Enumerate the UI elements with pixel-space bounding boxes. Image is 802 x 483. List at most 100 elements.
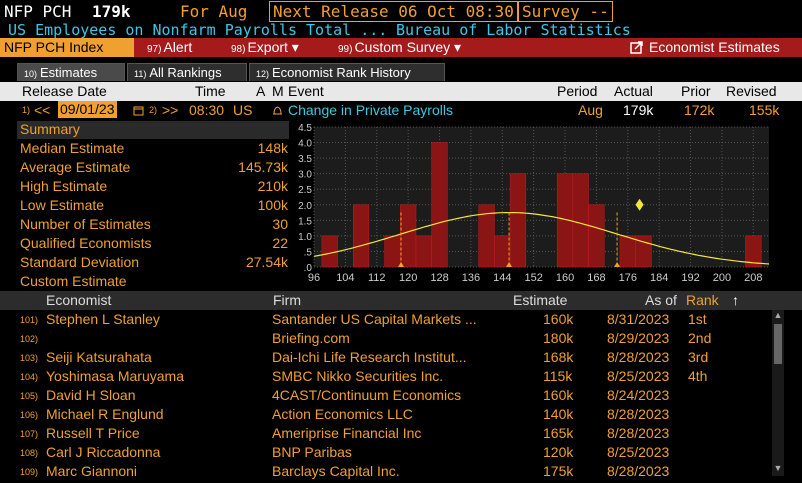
- summary-row: High Estimate 210k: [20, 178, 288, 197]
- sort-up-icon[interactable]: ↑: [732, 292, 739, 308]
- firm-name[interactable]: 4CAST/Continuum Economics: [272, 387, 462, 403]
- index-field[interactable]: NFP PCH Index: [0, 38, 134, 57]
- event-name[interactable]: Change in Private Payrolls: [288, 102, 453, 118]
- stat-marker: [614, 262, 621, 267]
- estimate-distribution-chart: 96 104 112 120 128 136 144 152 160 168 176 184 192 20…: [298, 123, 770, 284]
- histogram-bar: [384, 235, 401, 268]
- economist-name[interactable]: Carl J Riccadonna: [46, 444, 161, 460]
- economist-estimates-button[interactable]: Economist Estimates: [630, 38, 780, 57]
- survey-label: Survey --: [518, 1, 613, 22]
- histogram-bar: [415, 235, 432, 268]
- economist-name[interactable]: Russell T Price: [46, 425, 140, 441]
- summary-value: 148k: [257, 140, 288, 156]
- firm-name[interactable]: BNP Paribas: [272, 444, 352, 460]
- economist-name[interactable]: Seiji Katsurahata: [46, 349, 152, 365]
- table-scrollbar[interactable]: ▲ ▼: [772, 310, 784, 476]
- firm-name[interactable]: Barclays Capital Inc.: [272, 463, 400, 479]
- y-tick-label: .0: [304, 263, 313, 274]
- table-row[interactable]: 105) David H Sloan 4CAST/Continuum Economi…: [0, 386, 772, 405]
- table-row[interactable]: 102) Briefing.com 180k 8/29/2023 2nd: [0, 329, 772, 348]
- summary-title: Summary: [17, 121, 289, 139]
- next-num: 2): [149, 105, 158, 115]
- economist-name[interactable]: Marc Giannoni: [46, 463, 138, 479]
- tab-rank-history-num: 12): [256, 69, 270, 79]
- summary-label: Standard Deviation: [20, 254, 140, 270]
- col-m: M: [272, 83, 284, 99]
- table-row[interactable]: 104) Yoshimasa Maruyama SMBC Nikko Securit…: [0, 367, 772, 386]
- summary-label: Low Estimate: [20, 197, 105, 213]
- economist-name[interactable]: David H Sloan: [46, 387, 136, 403]
- x-tick-label: 184: [650, 272, 668, 284]
- export-label: Export ▾: [247, 39, 299, 55]
- bell-icon[interactable]: [272, 105, 283, 117]
- stat-marker: [398, 262, 405, 267]
- table-row[interactable]: 106) Michael R Englund Action Economics LL…: [0, 405, 772, 424]
- release-table-header: Release Date Time A M Event Period Actua…: [0, 82, 802, 101]
- scroll-thumb[interactable]: [774, 324, 782, 364]
- col-rank[interactable]: Rank: [686, 292, 719, 308]
- summary-value: 30: [272, 216, 288, 232]
- col-a: A: [256, 83, 266, 99]
- security-header: NFP PCH 179k For Aug Next Release 06 Oct…: [0, 0, 802, 22]
- custom-survey-num: 99): [338, 44, 353, 55]
- estimate-value: 165k: [543, 425, 574, 441]
- release-date-input[interactable]: 09/01/23: [58, 101, 117, 118]
- col-period: Period: [557, 83, 598, 99]
- table-row[interactable]: 108) Carl J Riccadonna BNP Paribas 120k 8/25…: [0, 443, 772, 462]
- firm-name[interactable]: Dai-Ichi Life Research Institut...: [272, 349, 467, 365]
- economist-name[interactable]: Michael R Englund: [46, 406, 164, 422]
- tab-rank-history[interactable]: 12) Economist Rank History: [249, 63, 445, 81]
- histogram-bar: [321, 235, 338, 268]
- scroll-up-icon[interactable]: ▲: [773, 310, 783, 320]
- firm-name[interactable]: Ameriprise Financial Inc: [272, 425, 422, 441]
- estimate-value: 140k: [543, 406, 574, 422]
- col-firm[interactable]: Firm: [273, 292, 301, 308]
- economist-name[interactable]: Yoshimasa Maruyama: [46, 368, 184, 384]
- as-of-date: 8/28/2023: [607, 349, 670, 365]
- tab-estimates[interactable]: 10) Estimates: [17, 63, 125, 81]
- as-of-date: 8/29/2023: [607, 330, 670, 346]
- table-row[interactable]: 101) Stephen L Stanley Santander US Capita…: [0, 310, 772, 329]
- alert-button[interactable]: 97) Alert: [147, 38, 192, 57]
- prev-button[interactable]: <<: [34, 102, 51, 118]
- summary-row: Custom Estimate: [20, 273, 288, 292]
- release-period: Aug: [578, 102, 603, 118]
- summary-value: 27.54k: [245, 254, 288, 270]
- summary-value: 145.73k: [238, 159, 288, 175]
- calendar-icon[interactable]: [133, 105, 144, 116]
- col-as-of[interactable]: As of: [645, 292, 677, 308]
- export-button[interactable]: 98) Export ▾: [231, 38, 299, 57]
- summary-row: Average Estimate 145.73k: [20, 159, 288, 178]
- stat-marker: [506, 262, 513, 267]
- export-num: 98): [231, 44, 246, 55]
- as-of-date: 8/28/2023: [607, 406, 670, 422]
- table-row[interactable]: 109) Marc Giannoni Barclays Capital Inc. 17…: [0, 462, 772, 481]
- rank-value: 4th: [688, 368, 708, 384]
- firm-name[interactable]: SMBC Nikko Securities Inc.: [272, 368, 444, 384]
- headline-value: 179k: [92, 2, 131, 21]
- col-estimate[interactable]: Estimate: [513, 292, 568, 308]
- prev-num: 1): [22, 105, 31, 115]
- tab-all-rankings[interactable]: 11) All Rankings: [127, 63, 247, 81]
- firm-name[interactable]: Briefing.com: [272, 330, 350, 346]
- y-tick-label: 4.5: [298, 123, 312, 134]
- scroll-down-icon[interactable]: ▼: [773, 463, 783, 473]
- table-row[interactable]: 107) Russell T Price Ameriprise Financial …: [0, 424, 772, 443]
- table-row[interactable]: 103) Seiji Katsurahata Dai-Ichi Life Resea…: [0, 348, 772, 367]
- summary-value: 22: [272, 235, 288, 251]
- x-tick-label: 152: [524, 272, 542, 284]
- economist-name[interactable]: Stephen L Stanley: [46, 311, 160, 327]
- tab-rank-history-label: Economist Rank History: [272, 65, 411, 80]
- col-economist[interactable]: Economist: [46, 292, 112, 308]
- summary-panel: Summary Median Estimate 148k Average Estim…: [17, 121, 289, 290]
- custom-survey-button[interactable]: 99) Custom Survey ▾: [338, 38, 461, 57]
- next-release: Next Release 06 Oct 08:30: [269, 1, 518, 22]
- summary-label: Custom Estimate: [20, 273, 127, 289]
- firm-name[interactable]: Action Economics LLC: [272, 406, 413, 422]
- release-prior: 172k: [684, 102, 715, 118]
- normal-curve: [313, 212, 770, 265]
- firm-name[interactable]: Santander US Capital Markets ...: [272, 311, 477, 327]
- next-button[interactable]: >>: [162, 102, 179, 118]
- y-tick-label: .5: [304, 247, 313, 258]
- summary-value: 210k: [257, 178, 288, 194]
